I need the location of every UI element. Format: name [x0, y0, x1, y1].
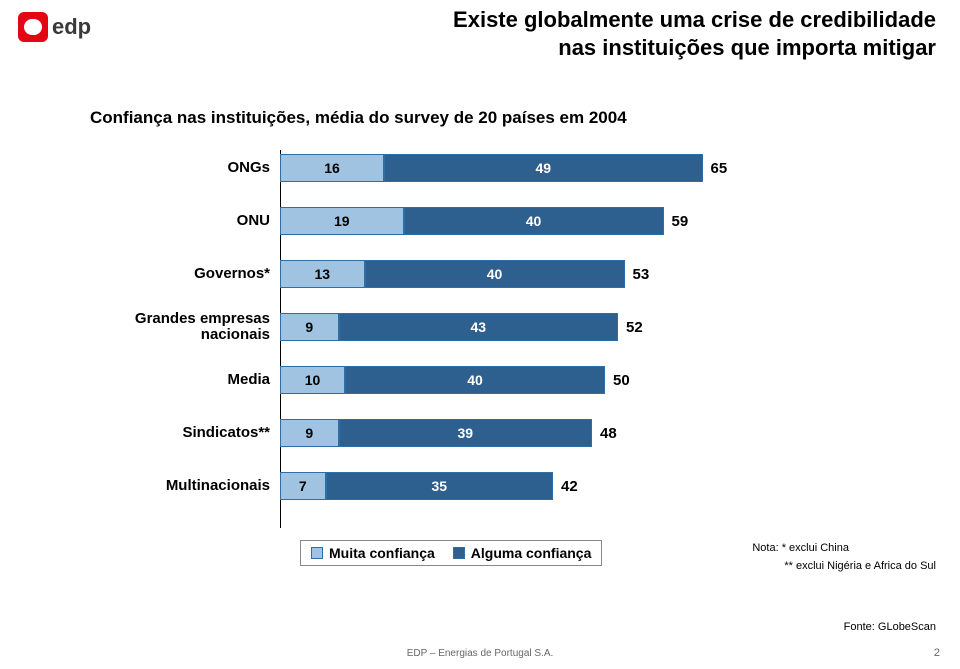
chart-row-total: 52	[626, 319, 643, 336]
chart-row-total: 53	[633, 266, 650, 283]
chart-subtitle: Confiança nas instituições, média do sur…	[90, 108, 627, 128]
chart-row: ONU1940 59	[70, 203, 790, 239]
legend-item-a: Muita confiança	[311, 545, 435, 561]
chart-row-bars: 1340 53	[280, 260, 649, 288]
chart-row: Grandes empresas nacionais943 52	[70, 309, 790, 345]
chart-segment-a: 13	[280, 260, 365, 288]
chart-segment-a: 19	[280, 207, 404, 235]
chart-segment-a: 7	[280, 472, 326, 500]
chart-row: Multinacionais735 42	[70, 468, 790, 504]
chart-row-bars: 939 48	[280, 419, 617, 447]
chart-segment-a: 10	[280, 366, 345, 394]
legend-label-b: Alguma confiança	[471, 545, 592, 561]
legend-label-a: Muita confiança	[329, 545, 435, 561]
chart-row-total: 65	[711, 160, 728, 177]
chart-row: Governos*1340 53	[70, 256, 790, 292]
page-title: Existe globalmente uma crise de credibil…	[453, 6, 936, 61]
chart-segment-a: 9	[280, 313, 339, 341]
chart-segment-b: 43	[339, 313, 619, 341]
chart-segment-b: 49	[384, 154, 703, 182]
chart-row-bars: 735 42	[280, 472, 578, 500]
chart-segment-b: 40	[404, 207, 664, 235]
note-2: ** exclui Nigéria e Africa do Sul	[752, 558, 936, 576]
chart-row-bars: 1040 50	[280, 366, 630, 394]
chart-row: Sindicatos**939 48	[70, 415, 790, 451]
chart-row-label: Media	[70, 372, 280, 389]
chart-segment-b: 40	[345, 366, 605, 394]
chart-row-total: 48	[600, 425, 617, 442]
chart-row-label: ONGs	[70, 160, 280, 177]
chart-segment-b: 40	[365, 260, 625, 288]
chart-row-bars: 1940 59	[280, 207, 688, 235]
chart-segment-b: 35	[326, 472, 554, 500]
chart-segment-a: 9	[280, 419, 339, 447]
chart-row-bars: 1649 65	[280, 154, 727, 182]
page-number: 2	[934, 647, 940, 659]
chart-row-total: 50	[613, 372, 630, 389]
title-line-2: nas instituições que importa mitigar	[453, 34, 936, 62]
chart-row-bars: 943 52	[280, 313, 643, 341]
chart-source: Fonte: GLobeScan	[844, 621, 936, 633]
legend-item-b: Alguma confiança	[453, 545, 592, 561]
logo: edp	[18, 12, 91, 42]
chart-row-label: Sindicatos**	[70, 425, 280, 442]
chart-row: ONGs1649 65	[70, 150, 790, 186]
chart-segment-a: 16	[280, 154, 384, 182]
legend-swatch-a	[311, 547, 323, 559]
chart-row-total: 59	[672, 213, 689, 230]
chart-row: Media1040 50	[70, 362, 790, 398]
chart-notes: Nota: * exclui China ** exclui Nigéria e…	[752, 540, 936, 575]
chart-row-label: Governos*	[70, 266, 280, 283]
chart-row-label: Grandes empresas nacionais	[70, 311, 280, 344]
chart: ONGs164965ONU194059Governos*134053Grande…	[70, 150, 790, 521]
title-line-1: Existe globalmente uma crise de credibil…	[453, 6, 936, 34]
logo-mark-icon	[18, 12, 48, 42]
logo-text: edp	[52, 14, 91, 40]
note-1: Nota: * exclui China	[752, 540, 936, 558]
legend-swatch-b	[453, 547, 465, 559]
chart-row-total: 42	[561, 478, 578, 495]
chart-segment-b: 39	[339, 419, 593, 447]
chart-legend: Muita confiança Alguma confiança	[300, 540, 602, 566]
footer-text: EDP – Energias de Portugal S.A.	[0, 648, 960, 659]
chart-row-label: Multinacionais	[70, 478, 280, 495]
chart-row-label: ONU	[70, 213, 280, 230]
